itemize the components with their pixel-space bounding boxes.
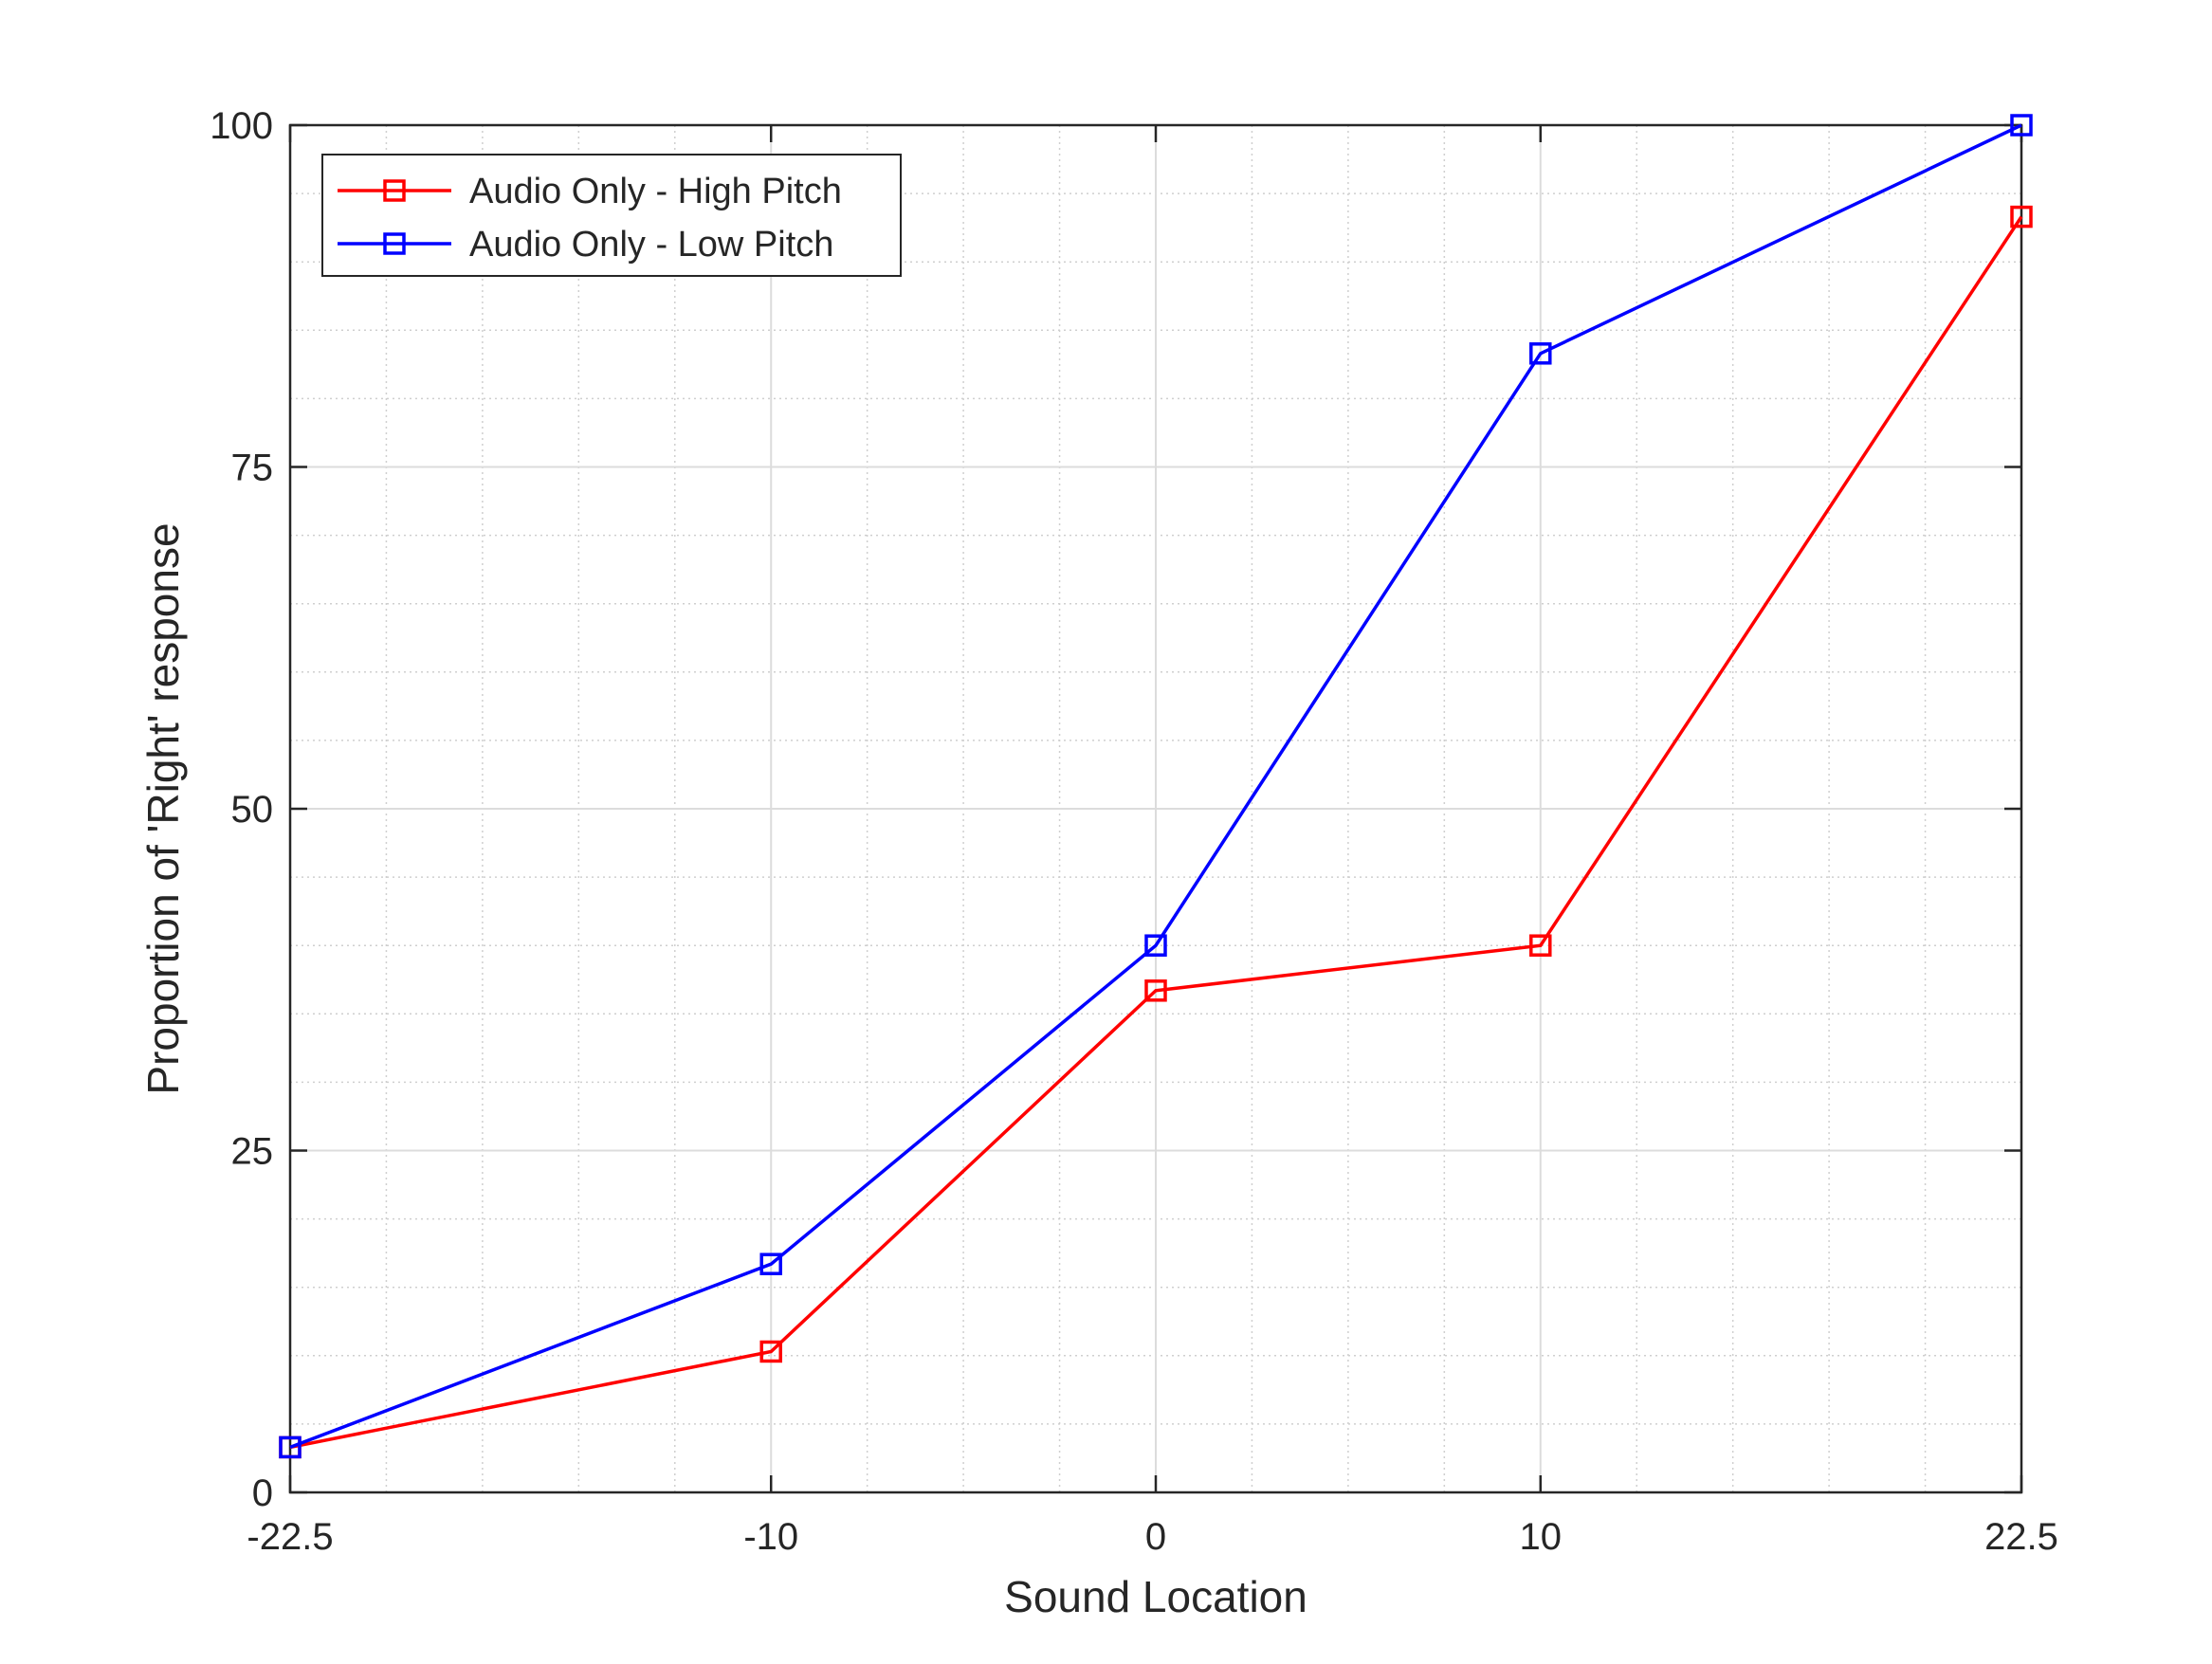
y-tick-label: 75 [231,448,274,489]
data-point-marker [1144,934,1167,957]
axis-ticks [288,123,2023,1494]
x-tick-label: -10 [743,1516,798,1558]
legend: Audio Only - High Pitch Audio Only - Low … [321,154,902,277]
y-axis-title: Proportion of 'Right' response [138,522,188,1094]
data-point-marker [1529,342,1552,365]
x-tick-label: 0 [1145,1516,1166,1558]
series-2 [279,114,2033,1459]
legend-entry: Audio Only - Low Pitch [338,225,833,265]
series-1 [279,205,2033,1459]
series [279,114,2033,1459]
legend-marker-swatch [383,179,406,202]
data-point-marker [2010,205,2033,229]
tick-labels: -22.5 -10 0 10 22.5 0 25 50 75 100 [210,105,2058,1558]
data-point-marker [1529,934,1552,957]
legend-box [321,154,902,277]
data-point-marker [2010,114,2033,137]
y-tick-label: 100 [210,105,273,147]
legend-marker-swatch [383,232,406,255]
data-point-marker [1144,979,1167,1002]
data-point-marker [759,1253,782,1275]
legend-label: Audio Only - Low Pitch [469,225,833,265]
y-tick-label: 0 [252,1472,273,1514]
y-tick-label: 50 [231,789,274,831]
x-tick-label: 22.5 [1984,1516,2058,1558]
legend-label: Audio Only - High Pitch [469,172,842,211]
x-tick-label: -22.5 [247,1516,333,1558]
series-line [289,123,2022,1450]
y-tick-label: 25 [231,1131,274,1173]
series-line [289,215,2023,1450]
x-tick-label: 10 [1520,1516,1563,1558]
data-point-marker [759,1340,782,1363]
legend-entry: Audio Only - High Pitch [338,172,842,211]
x-axis-title: Sound Location [1004,1572,1307,1621]
data-point-marker [279,1435,302,1459]
